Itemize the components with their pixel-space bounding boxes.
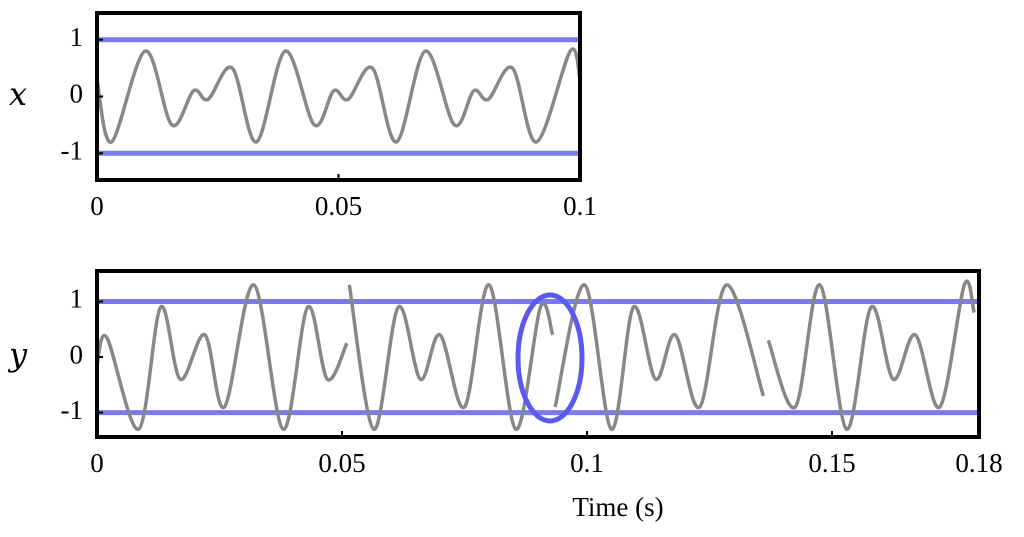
y-tick-label: 0 [70,339,84,369]
y-axis-label: y [7,336,28,374]
y-tick-label: -1 [61,136,84,166]
x-tick-label: 0.1 [570,448,604,478]
signal-line [95,279,976,431]
signal-line [95,47,582,144]
y-axis-label: x [9,75,27,113]
x-tick-label: 0 [90,448,104,478]
y-tick-label: 0 [70,79,84,109]
y-tick-label: 1 [70,284,84,314]
y-tick-label: -1 [61,395,84,425]
x-axis-label: Time (s) [572,492,663,522]
x-tick-label: 0.05 [315,191,362,221]
x-tick-label: 0.18 [955,448,1002,478]
x-tick-label: 0 [90,191,104,221]
plot-frame [95,269,981,439]
x-tick-label: 0.1 [563,191,597,221]
x-tick-label: 0.05 [318,448,365,478]
y-tick-label: 1 [70,22,84,52]
x-tick-label: 0.15 [808,448,855,478]
highlight-ellipse [515,292,585,424]
